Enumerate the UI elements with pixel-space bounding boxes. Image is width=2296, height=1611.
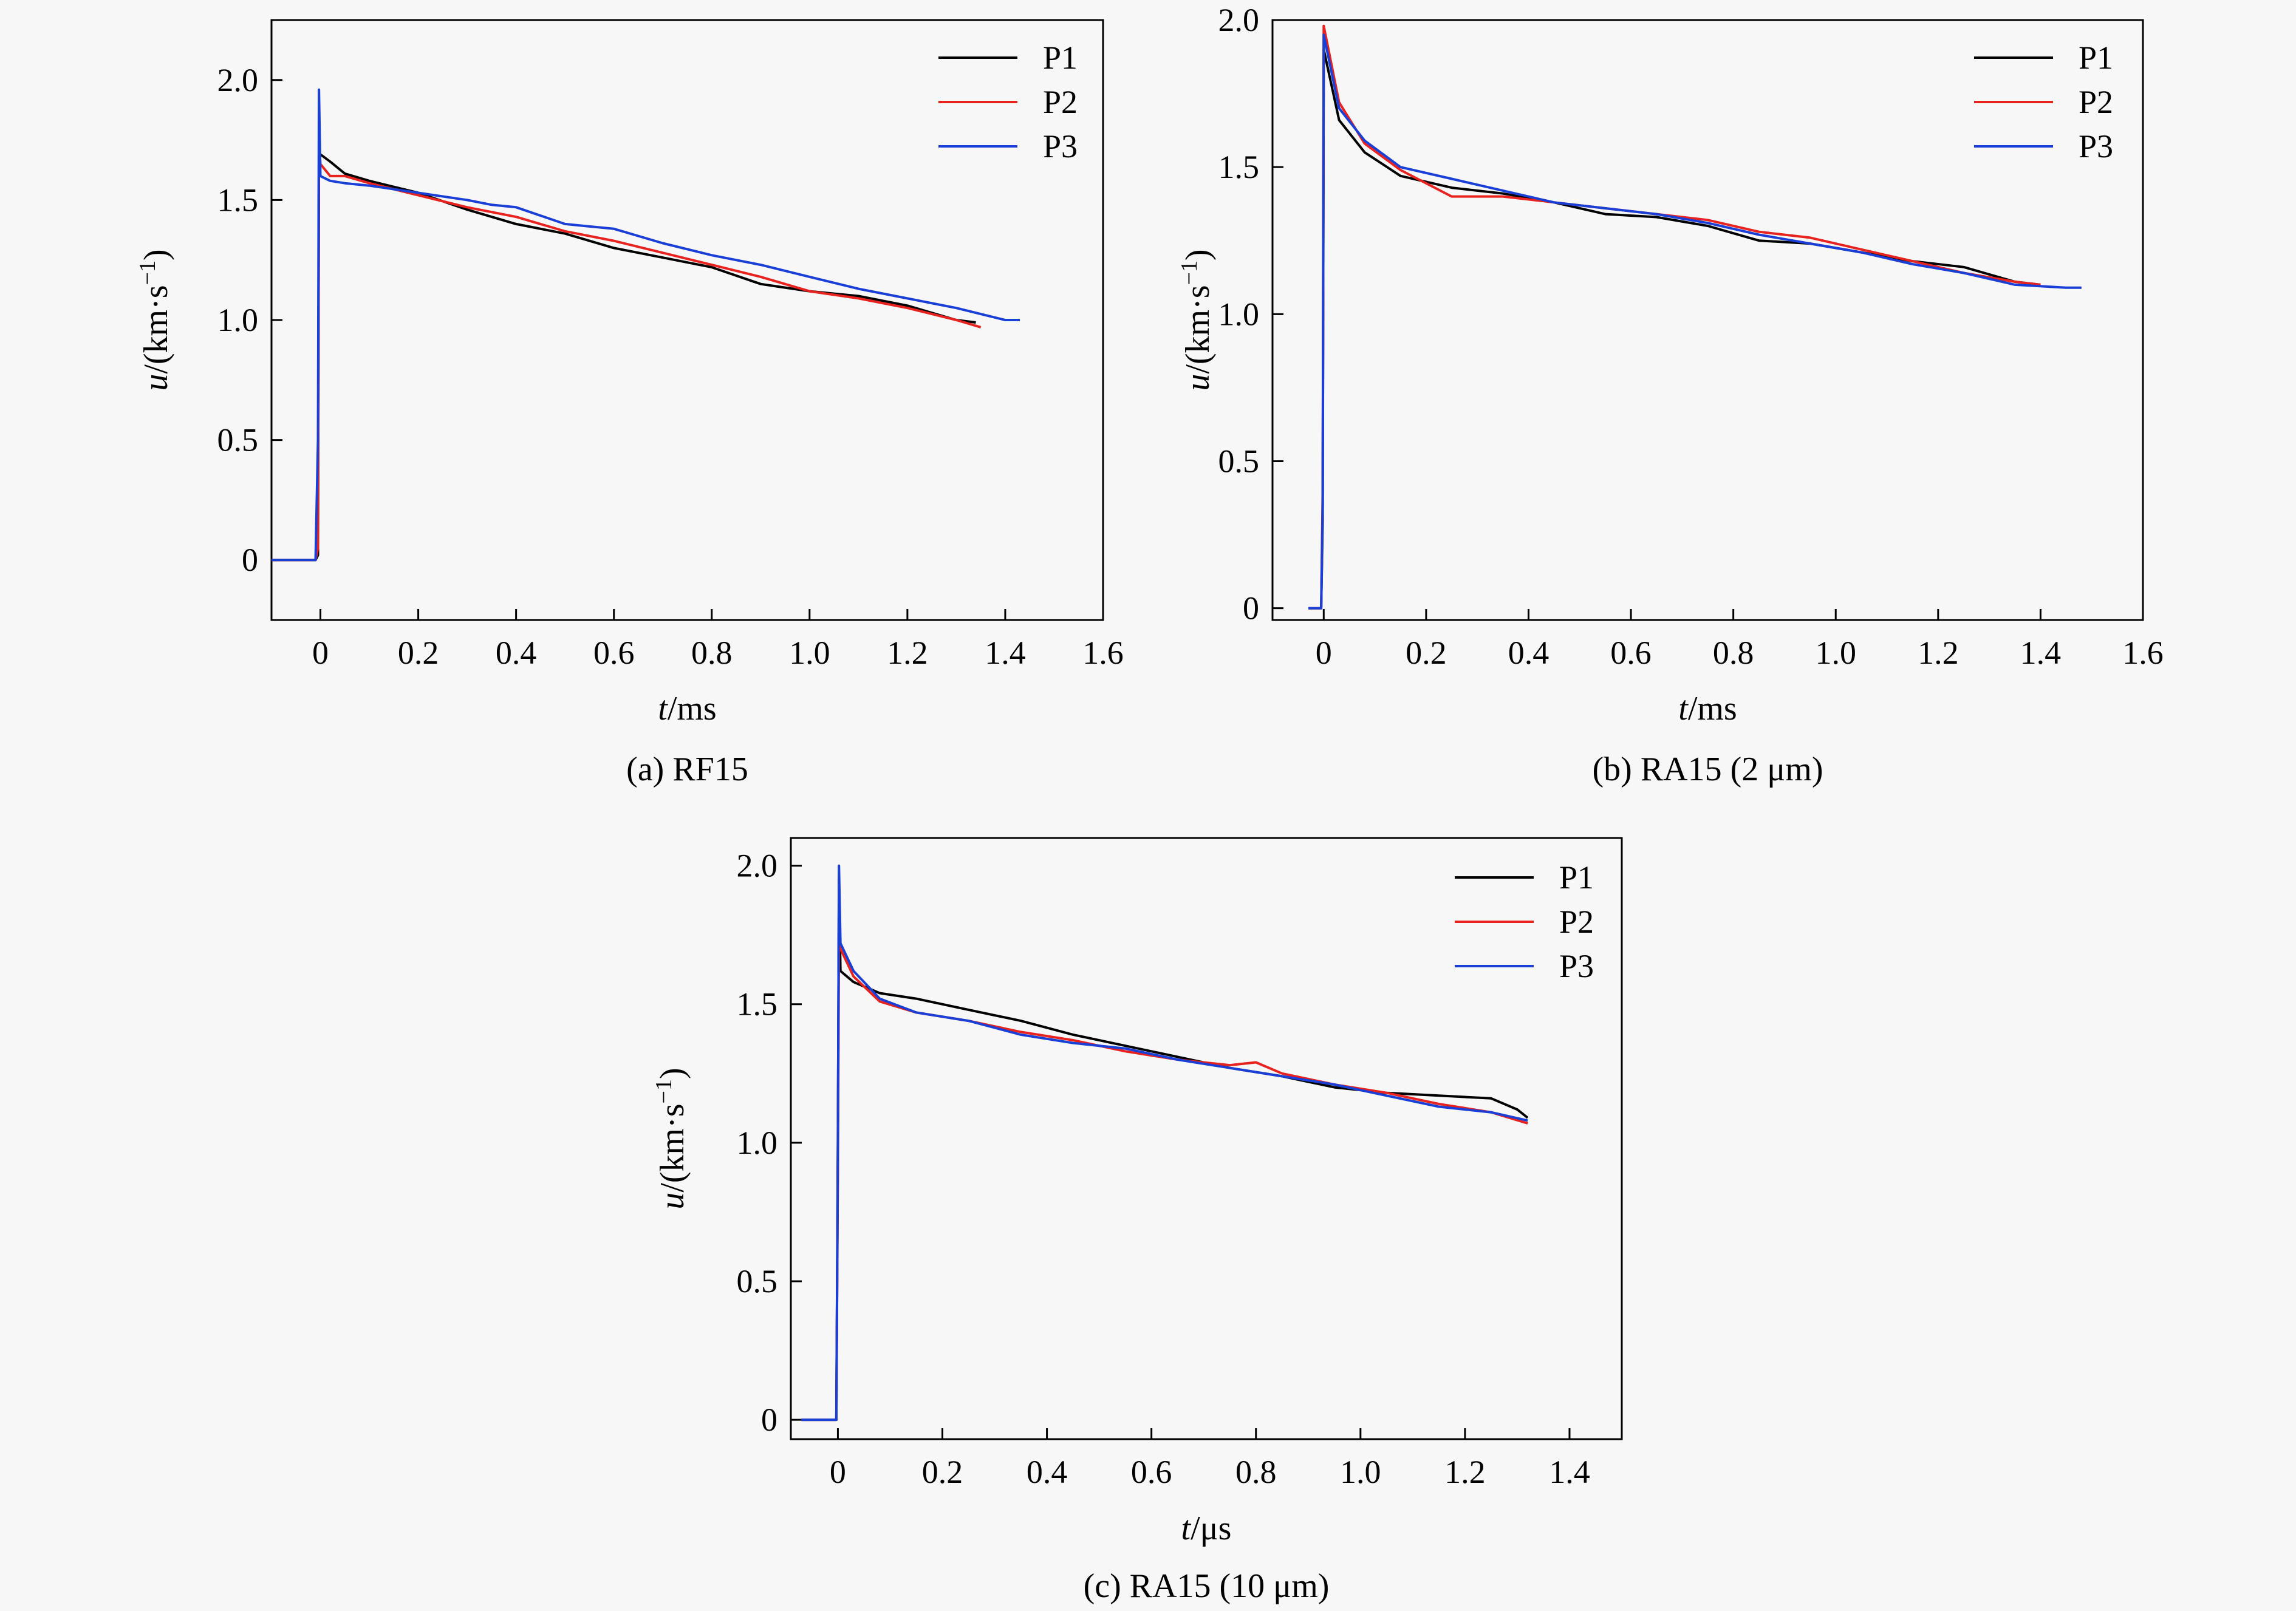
chart-panel-2: 0 0.2 0.4 0.6 0.8 1.0 1.2 1.4 1.6 0 0.5 1.0 1.5 2.0 P1… <box>1177 2 2164 788</box>
plot-frame <box>270 19 1104 621</box>
y-tick-label: 0 <box>1243 590 1259 627</box>
y-tick-label: 2.0 <box>217 62 259 98</box>
y-tick-label: 1.0 <box>217 302 259 338</box>
x-tick-label: 1.2 <box>1444 1454 1486 1490</box>
x-tick-label: 1.4 <box>2020 635 2062 671</box>
x-tick-label: 1.4 <box>985 635 1026 671</box>
x-tick-label: 0.2 <box>922 1454 963 1490</box>
x-tick-label: 0 <box>1316 635 1332 671</box>
x-tick-label: 0.4 <box>1027 1454 1068 1490</box>
x-tick-label: 0.2 <box>1406 635 1447 671</box>
y-tick-label: 1.0 <box>1218 296 1260 332</box>
plot-frame <box>790 837 1623 1440</box>
x-tick-label: 1.0 <box>1815 635 1856 671</box>
chart-panel-1: 0 0.2 0.4 0.6 0.8 1.0 1.2 1.4 1.6 0 0.5 1.0 1.5 2.0 P1… <box>135 19 1124 788</box>
x-tick-label: 0.8 <box>1713 635 1754 671</box>
x-tick-label: 1.2 <box>1918 635 1959 671</box>
x-tick-label: 1.4 <box>1549 1454 1590 1490</box>
x-tick-label: 0.6 <box>1131 1454 1172 1490</box>
legend-label-p2: P2 <box>1043 84 1078 120</box>
panel-caption: (a) RF15 <box>626 751 748 788</box>
legend-label-p3: P3 <box>2079 128 2113 165</box>
legend-label-p1: P1 <box>1043 39 1078 76</box>
x-tick-label: 1.2 <box>887 635 928 671</box>
series-line-p1 <box>801 878 1529 1422</box>
series-line-p3 <box>272 88 1020 562</box>
y-tick-label: 0.5 <box>1218 443 1260 479</box>
y-axis-title: u/(km·s−1) <box>135 249 175 390</box>
x-tick-label: 0 <box>830 1454 846 1490</box>
panel-caption: (c) RA15 (10 μm) <box>1084 1567 1330 1605</box>
y-axis-title: u/(km·s−1) <box>651 1068 691 1209</box>
x-tick-label: 0.4 <box>1508 635 1549 671</box>
x-tick-label: 0 <box>312 635 329 671</box>
series-line-p2 <box>272 138 982 562</box>
x-tick-label: 1.0 <box>789 635 830 671</box>
x-axis-title: t/μs <box>1181 1510 1232 1547</box>
series-line-p2 <box>1308 24 2041 610</box>
x-axis-title: t/ms <box>1678 690 1737 727</box>
series-line-p2 <box>801 933 1528 1422</box>
y-tick-label: 1.5 <box>1218 149 1260 185</box>
panel-caption: (b) RA15 (2 μm) <box>1593 751 1823 788</box>
legend-label-p1: P1 <box>1559 859 1594 896</box>
series-line-p1 <box>1308 48 2041 610</box>
x-tick-label: 0.6 <box>593 635 635 671</box>
x-tick-label: 1.6 <box>2122 635 2164 671</box>
x-tick-label: 0.4 <box>496 635 537 671</box>
legend-label-p2: P2 <box>2079 84 2113 120</box>
legend-label-p3: P3 <box>1559 948 1594 984</box>
series-line-p3 <box>1308 33 2082 610</box>
legend-label-p2: P2 <box>1559 904 1594 940</box>
y-tick-label: 0.5 <box>737 1263 778 1299</box>
y-axis-title: u/(km·s−1) <box>1177 249 1217 390</box>
y-tick-label: 0 <box>761 1402 777 1438</box>
y-tick-label: 0.5 <box>217 422 259 458</box>
x-tick-label: 0.8 <box>1235 1454 1277 1490</box>
plot-frame <box>1271 19 2144 621</box>
x-tick-label: 1.0 <box>1340 1454 1381 1490</box>
y-tick-label: 0 <box>242 542 258 578</box>
series-line-p1 <box>272 151 976 562</box>
x-tick-label: 0.2 <box>398 635 439 671</box>
legend-label-p1: P1 <box>2079 39 2113 76</box>
y-tick-label: 1.0 <box>737 1125 778 1161</box>
y-tick-label: 2.0 <box>1218 2 1260 38</box>
chart-panel-3: 0 0.2 0.4 0.6 0.8 1.0 1.2 1.4 0 0.5 1.0 1.5 2.0 P1 P2 P… <box>651 837 1623 1605</box>
legend-label-p3: P3 <box>1043 128 1078 165</box>
x-axis-title: t/ms <box>658 690 716 727</box>
y-tick-label: 1.5 <box>217 182 259 218</box>
y-tick-label: 2.0 <box>737 848 778 884</box>
x-tick-label: 1.6 <box>1082 635 1124 671</box>
series-line-p3 <box>801 864 1528 1422</box>
y-tick-label: 1.5 <box>737 986 778 1023</box>
x-tick-label: 0.6 <box>1610 635 1652 671</box>
x-tick-label: 0.8 <box>691 635 733 671</box>
